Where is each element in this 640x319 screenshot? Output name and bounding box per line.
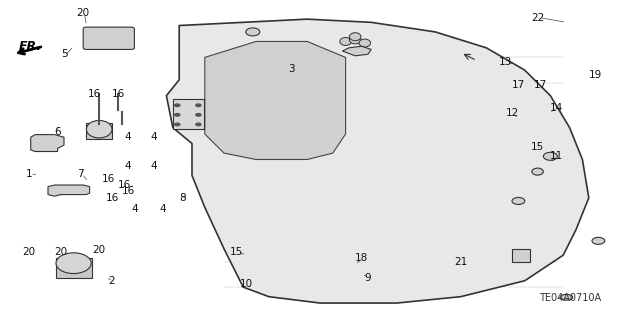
Ellipse shape [512, 197, 525, 204]
Text: 17: 17 [512, 79, 525, 90]
FancyBboxPatch shape [83, 27, 134, 49]
Text: 4: 4 [125, 161, 131, 171]
Circle shape [196, 114, 201, 116]
Text: 16: 16 [122, 186, 134, 197]
Text: 4: 4 [150, 161, 157, 171]
Text: 22: 22 [531, 12, 544, 23]
Bar [86, 123, 112, 139]
Ellipse shape [592, 237, 605, 244]
Ellipse shape [340, 38, 351, 46]
Ellipse shape [359, 39, 371, 47]
Text: 16: 16 [88, 89, 101, 99]
Ellipse shape [246, 28, 260, 36]
Text: 7: 7 [77, 169, 83, 179]
Text: 4: 4 [131, 204, 138, 214]
Text: 4: 4 [125, 132, 131, 142]
Ellipse shape [543, 152, 557, 160]
Bar [512, 249, 530, 262]
Text: 16: 16 [118, 180, 131, 190]
Text: 13: 13 [499, 57, 512, 67]
Text: 20: 20 [77, 8, 90, 18]
Text: 4: 4 [160, 204, 166, 214]
Ellipse shape [56, 253, 92, 274]
Text: 16: 16 [102, 174, 115, 184]
Circle shape [196, 123, 201, 126]
Text: 5: 5 [61, 49, 67, 59]
Circle shape [196, 104, 201, 107]
Text: 14: 14 [550, 103, 563, 114]
Text: 4: 4 [150, 132, 157, 142]
Ellipse shape [86, 121, 112, 138]
Circle shape [175, 114, 180, 116]
Text: 15: 15 [230, 247, 243, 257]
Ellipse shape [349, 36, 361, 44]
Text: 8: 8 [179, 193, 186, 203]
Text: 9: 9 [365, 272, 371, 283]
Text: 6: 6 [54, 127, 61, 137]
Text: TE04A0710A: TE04A0710A [540, 293, 602, 303]
Text: 12: 12 [506, 108, 518, 118]
PathPatch shape [31, 135, 64, 152]
Text: 2: 2 [109, 276, 115, 286]
Text: 20: 20 [54, 247, 67, 257]
Text: 10: 10 [240, 279, 253, 289]
PathPatch shape [205, 41, 346, 160]
Text: 18: 18 [355, 253, 368, 263]
Bar [56, 258, 92, 278]
PathPatch shape [166, 19, 589, 303]
Text: 1: 1 [26, 169, 32, 179]
Text: 16: 16 [106, 193, 118, 203]
Ellipse shape [349, 33, 361, 41]
PathPatch shape [342, 46, 371, 56]
Circle shape [175, 104, 180, 107]
Text: FR.: FR. [19, 40, 42, 53]
Text: 16: 16 [112, 89, 125, 99]
Text: 20: 20 [22, 247, 35, 257]
Ellipse shape [560, 294, 573, 300]
Text: 3: 3 [288, 63, 294, 74]
Circle shape [175, 123, 180, 126]
Text: 21: 21 [454, 256, 467, 267]
Text: 15: 15 [531, 142, 544, 152]
Text: 17: 17 [534, 79, 547, 90]
Text: 20: 20 [93, 245, 106, 256]
Ellipse shape [532, 168, 543, 175]
PathPatch shape [48, 185, 90, 196]
Text: 19: 19 [589, 70, 602, 80]
Text: 11: 11 [550, 151, 563, 161]
Bar [173, 99, 204, 129]
